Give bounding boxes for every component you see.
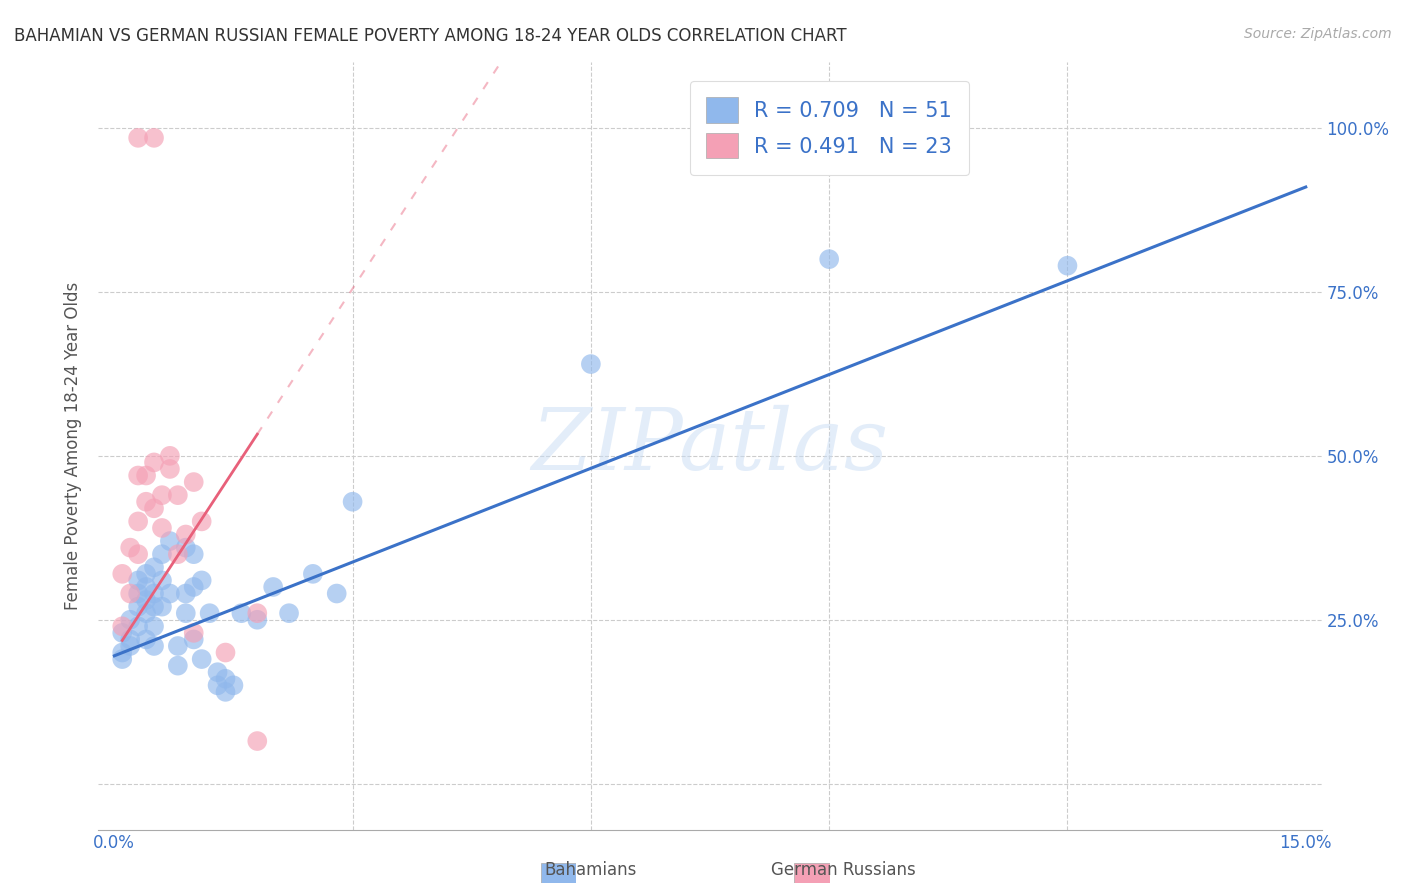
Point	[135, 632, 157, 647]
Point	[127, 574, 149, 588]
Point	[150, 599, 173, 614]
Point	[127, 515, 149, 529]
Point	[159, 586, 181, 600]
Point	[190, 574, 212, 588]
Point	[120, 541, 142, 555]
Point	[190, 652, 212, 666]
Point	[183, 580, 205, 594]
Point	[143, 455, 166, 469]
Point	[127, 131, 149, 145]
Point	[174, 606, 197, 620]
Point	[143, 560, 166, 574]
Point	[143, 586, 166, 600]
Point	[120, 586, 142, 600]
Point	[143, 501, 166, 516]
Point	[159, 534, 181, 549]
Point	[174, 527, 197, 541]
Point	[166, 639, 188, 653]
Point	[143, 131, 166, 145]
Point	[183, 632, 205, 647]
Point	[231, 606, 253, 620]
Point	[127, 468, 149, 483]
Point	[214, 672, 236, 686]
Point	[222, 678, 245, 692]
Text: ZIPatlas: ZIPatlas	[531, 405, 889, 487]
Point	[262, 580, 284, 594]
Text: Source: ZipAtlas.com: Source: ZipAtlas.com	[1244, 27, 1392, 41]
Point	[120, 632, 142, 647]
Point	[183, 625, 205, 640]
Point	[135, 566, 157, 581]
Point	[278, 606, 301, 620]
Point	[159, 449, 181, 463]
Point	[183, 475, 205, 489]
Point	[135, 494, 157, 508]
Point	[1056, 259, 1078, 273]
Point	[214, 685, 236, 699]
Point	[150, 547, 173, 561]
Point	[127, 619, 149, 633]
Point	[246, 613, 269, 627]
Point	[166, 488, 188, 502]
Point	[302, 566, 325, 581]
Point	[207, 665, 229, 680]
Point	[818, 252, 841, 267]
Point	[174, 586, 197, 600]
Point	[135, 468, 157, 483]
Point	[159, 462, 181, 476]
Point	[166, 547, 188, 561]
Point	[120, 639, 142, 653]
Point	[135, 593, 157, 607]
Point	[246, 606, 269, 620]
Point	[183, 547, 205, 561]
Point	[150, 488, 173, 502]
Point	[120, 613, 142, 627]
Text: German Russians: German Russians	[772, 861, 915, 879]
Point	[198, 606, 221, 620]
Point	[174, 541, 197, 555]
Point	[143, 619, 166, 633]
Text: Bahamians: Bahamians	[544, 861, 637, 879]
Point	[214, 646, 236, 660]
Point	[111, 652, 134, 666]
Point	[207, 678, 229, 692]
Point	[111, 619, 134, 633]
Point	[135, 606, 157, 620]
Point	[579, 357, 602, 371]
Legend: R = 0.709   N = 51, R = 0.491   N = 23: R = 0.709 N = 51, R = 0.491 N = 23	[690, 80, 969, 175]
Point	[127, 599, 149, 614]
Y-axis label: Female Poverty Among 18-24 Year Olds: Female Poverty Among 18-24 Year Olds	[65, 282, 83, 610]
Point	[150, 574, 173, 588]
Point	[150, 521, 173, 535]
Point	[342, 494, 364, 508]
Point	[127, 586, 149, 600]
Point	[143, 599, 166, 614]
Point	[246, 734, 269, 748]
Point	[111, 566, 134, 581]
Point	[135, 580, 157, 594]
Text: BAHAMIAN VS GERMAN RUSSIAN FEMALE POVERTY AMONG 18-24 YEAR OLDS CORRELATION CHAR: BAHAMIAN VS GERMAN RUSSIAN FEMALE POVERT…	[14, 27, 846, 45]
Point	[166, 658, 188, 673]
Point	[143, 639, 166, 653]
Point	[190, 515, 212, 529]
Point	[127, 547, 149, 561]
Point	[111, 646, 134, 660]
Point	[111, 625, 134, 640]
Point	[325, 586, 347, 600]
